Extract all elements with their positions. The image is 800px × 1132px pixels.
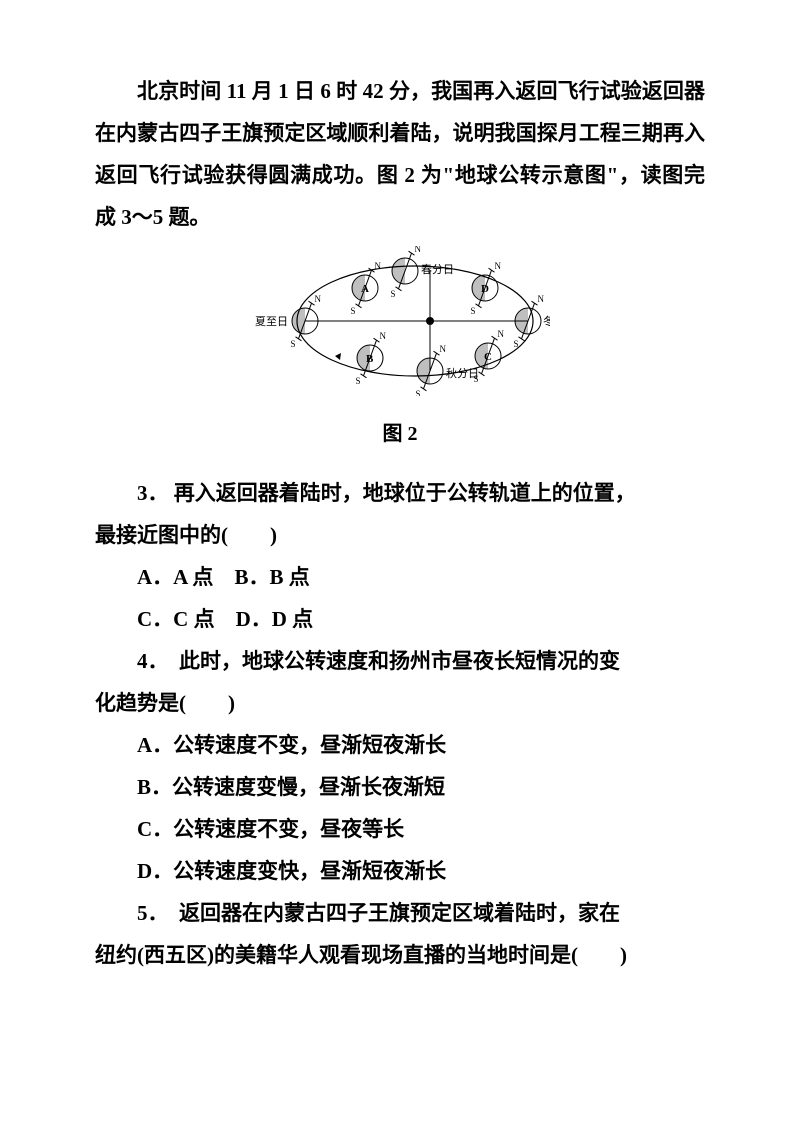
q5-stem: 5． 返回器在内蒙古四子王旗预定区域着陆时，家在 xyxy=(95,892,705,934)
svg-text:N: N xyxy=(415,246,422,254)
svg-text:春分日: 春分日 xyxy=(421,263,454,276)
svg-text:秋分日: 秋分日 xyxy=(446,366,479,380)
q3-options-ab: A．A 点 B．B 点 xyxy=(95,556,705,598)
svg-text:夏至日: 夏至日 xyxy=(255,315,288,328)
q3-opt-b: B．B 点 xyxy=(234,565,309,589)
q4-opt-b: B．公转速度变慢，昼渐长夜渐短 xyxy=(95,766,705,808)
q3-opt-a: A．A 点 xyxy=(137,565,213,589)
orbit-diagram: NSNSNSNSNSANSBNSCNSD春分日秋分日夏至日冬至日 xyxy=(250,246,550,410)
q3-opt-d: D．D 点 xyxy=(236,607,314,631)
svg-text:S: S xyxy=(355,376,360,386)
q4-opt-d: D．公转速度变快，昼渐短夜渐长 xyxy=(95,850,705,892)
svg-text:N: N xyxy=(375,261,382,271)
svg-text:S: S xyxy=(290,339,295,349)
svg-text:S: S xyxy=(415,389,420,396)
q4-opt-a: A．公转速度不变，昼渐短夜渐长 xyxy=(95,724,705,766)
svg-text:C: C xyxy=(484,351,492,363)
svg-text:N: N xyxy=(440,344,447,354)
intro-paragraph: 北京时间 11 月 1 日 6 时 42 分，我国再入返回飞行试验返回器在内蒙古… xyxy=(95,70,705,238)
svg-text:S: S xyxy=(350,306,355,316)
svg-text:N: N xyxy=(538,294,545,304)
svg-text:N: N xyxy=(495,261,502,271)
svg-text:N: N xyxy=(498,329,505,339)
svg-text:B: B xyxy=(366,353,374,365)
q3-options-cd: C．C 点 D．D 点 xyxy=(95,598,705,640)
q3-opt-c: C．C 点 xyxy=(137,607,215,631)
q4-stem: 4． 此时，地球公转速度和扬州市昼夜长短情况的变 xyxy=(95,640,705,682)
svg-text:A: A xyxy=(361,283,369,295)
svg-text:D: D xyxy=(481,283,489,295)
svg-text:S: S xyxy=(470,306,475,316)
q3-stem-cont: 最接近图中的( ) xyxy=(95,514,705,556)
svg-text:S: S xyxy=(390,289,395,299)
q5-stem-cont: 纽约(西五区)的美籍华人观看现场直播的当地时间是( ) xyxy=(95,934,705,976)
q3-stem: 3． 再入返回器着陆时，地球位于公转轨道上的位置， xyxy=(95,472,705,514)
svg-text:冬至日: 冬至日 xyxy=(543,314,550,328)
svg-text:S: S xyxy=(513,339,518,349)
diagram-container: NSNSNSNSNSANSBNSCNSD春分日秋分日夏至日冬至日 图 2 xyxy=(95,246,705,454)
diagram-caption: 图 2 xyxy=(95,414,705,454)
q4-opt-c: C．公转速度不变，昼夜等长 xyxy=(95,808,705,850)
svg-text:N: N xyxy=(380,331,387,341)
q4-stem-cont: 化趋势是( ) xyxy=(95,682,705,724)
svg-text:N: N xyxy=(315,294,322,304)
